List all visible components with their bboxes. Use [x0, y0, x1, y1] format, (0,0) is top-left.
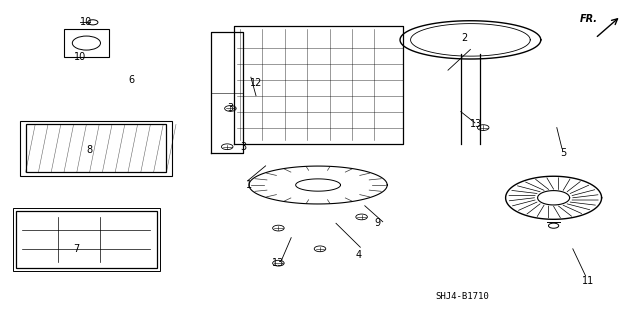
Bar: [16, 211, 157, 268]
Text: 4: 4: [355, 250, 362, 260]
Bar: [20, 121, 172, 176]
Bar: [64, 29, 109, 57]
Bar: [26, 124, 166, 172]
Text: 6: 6: [128, 75, 134, 85]
Text: 9: 9: [374, 218, 381, 228]
Text: 5: 5: [560, 148, 566, 158]
Text: FR.: FR.: [580, 14, 598, 24]
Text: 11: 11: [582, 276, 595, 286]
Text: 7: 7: [74, 244, 80, 254]
Text: 8: 8: [86, 145, 93, 155]
Text: 10: 10: [74, 52, 86, 63]
Text: 12: 12: [250, 78, 262, 88]
Text: 2: 2: [461, 33, 467, 43]
Text: 3: 3: [240, 142, 246, 152]
Bar: [13, 208, 160, 271]
Text: 10: 10: [80, 17, 92, 27]
Text: 13: 13: [272, 258, 284, 268]
Text: SHJ4-B1710: SHJ4-B1710: [435, 293, 489, 301]
Text: 1: 1: [246, 180, 253, 190]
Text: 3: 3: [227, 103, 234, 114]
Text: 13: 13: [470, 119, 483, 130]
